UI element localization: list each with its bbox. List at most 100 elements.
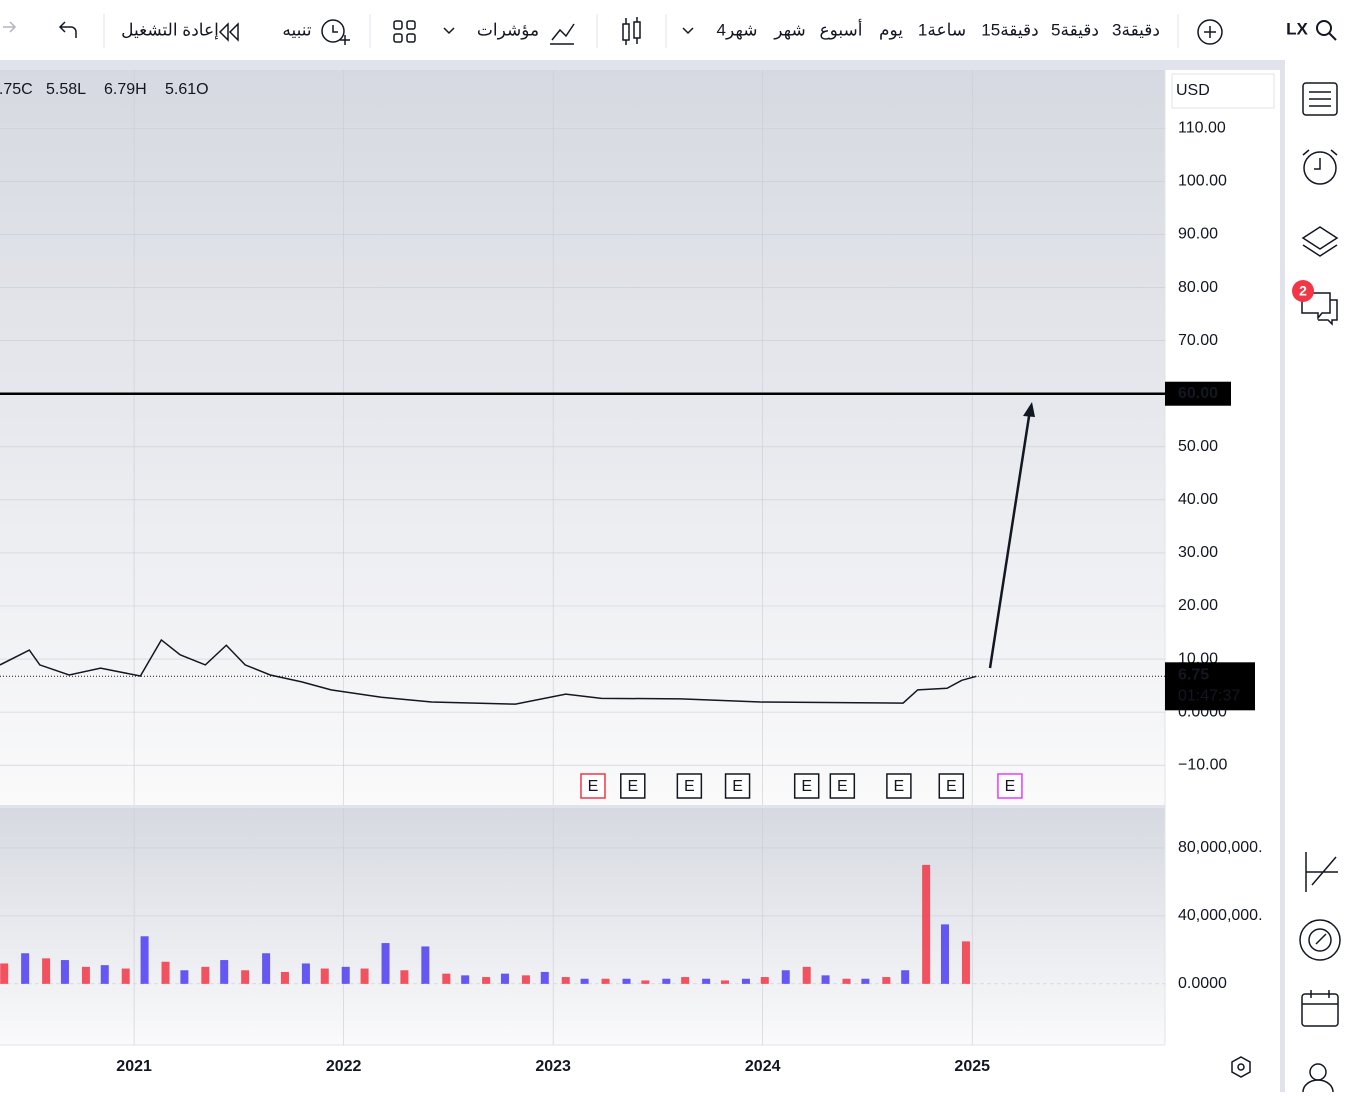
timeframe[interactable]: 4شهر [717, 20, 758, 40]
needle [1315, 933, 1327, 945]
volume-bar [961, 941, 970, 984]
last-price-bg [1165, 662, 1255, 711]
volume-bar [400, 970, 409, 984]
calendar-lines [1302, 990, 1338, 1005]
earnings-marker[interactable] [724, 773, 751, 799]
timeframe[interactable]: 5دقيقة [1051, 20, 1099, 39]
people-icon[interactable] [1309, 1063, 1327, 1081]
clock-hands [1302, 149, 1338, 170]
earnings-marker[interactable] [829, 773, 856, 799]
volume-bar [320, 968, 329, 984]
volume-bar [360, 968, 369, 984]
y-tick-label: 110.00 [1178, 120, 1226, 137]
indicators-icon[interactable] [550, 23, 575, 45]
volume-bar [421, 946, 430, 984]
symbol[interactable]: LX [1286, 19, 1308, 38]
volume-bar [681, 977, 690, 984]
volume-bar [161, 961, 170, 984]
settings-icon[interactable] [1231, 1056, 1251, 1078]
volume-pane [0, 808, 1165, 1045]
watchlist-icon[interactable] [1302, 82, 1338, 116]
earnings-marker[interactable] [938, 773, 965, 799]
volume-bar [622, 978, 631, 984]
indicators[interactable]: مؤشرات [477, 20, 539, 40]
timeframe[interactable]: 1ساعة [918, 20, 966, 39]
volume-bar [140, 936, 149, 984]
target-icon[interactable] [1299, 919, 1341, 961]
toolbar [0, 0, 1353, 60]
last-price: 6.75 [1178, 667, 1209, 684]
volume-bar [922, 864, 931, 984]
volume-bar [461, 975, 470, 984]
volume-bar [262, 953, 271, 984]
dropdown[interactable] [682, 27, 694, 35]
y-tick-label: −10.00 [1178, 756, 1227, 773]
arrow [988, 409, 1032, 669]
earnings-marker[interactable] [886, 773, 912, 799]
badge-count: 2 [1299, 283, 1307, 299]
x-tick-label: 2021 [116, 1058, 152, 1075]
x-tick-label: 2022 [326, 1058, 362, 1075]
earnings-label: E [837, 778, 848, 795]
currency-box[interactable] [1171, 73, 1275, 109]
y-tick-label: 0.0000 [1178, 975, 1227, 992]
timeframe[interactable]: يوم [879, 20, 903, 40]
volume-bar [861, 978, 870, 984]
y-tick-label: 90.00 [1178, 226, 1218, 243]
calendar-icon[interactable] [1301, 993, 1339, 1027]
ohlc-value: 5.58L [46, 81, 86, 98]
badge [1292, 280, 1314, 302]
volume-bar [220, 960, 229, 984]
earnings-label: E [732, 778, 743, 795]
y-tick-label: 80.00 [1178, 279, 1218, 296]
y-tick-label: 50.00 [1178, 438, 1218, 455]
chart-type-icon[interactable] [622, 17, 641, 45]
timeframe[interactable]: 3دقيقة [1112, 20, 1160, 39]
replay[interactable]: إعادة التشغيل [121, 20, 219, 39]
drawing-icon[interactable] [1305, 852, 1338, 892]
timeframe[interactable]: شهر [773, 20, 805, 40]
volume-bar [0, 963, 9, 984]
alert[interactable]: تنبيه [282, 20, 312, 39]
y-tick-label: 80,000,000. [1178, 839, 1263, 856]
alert-icon[interactable] [321, 19, 350, 45]
alerts-icon[interactable] [1303, 151, 1337, 185]
earnings-label: E [946, 778, 957, 795]
earnings-marker[interactable] [676, 773, 703, 799]
volume-bar [42, 958, 51, 984]
volume-bar [741, 978, 750, 984]
volume-bar [882, 977, 891, 984]
timeframe[interactable]: أسبوع [819, 18, 862, 40]
y-tick-label: 20.00 [1178, 597, 1218, 614]
volume-bar [81, 966, 90, 984]
x-tick-label: 2024 [745, 1058, 781, 1075]
volume-bar [301, 963, 310, 984]
earnings-marker[interactable] [793, 773, 820, 799]
earnings-marker[interactable] [580, 773, 606, 799]
volume-bar [940, 924, 949, 984]
timeframe[interactable]: 15دقيقة [981, 20, 1038, 39]
volume-bar [21, 953, 30, 984]
earnings-label: E [684, 778, 695, 795]
earnings-label: E [588, 778, 599, 795]
ohlc-value: 6.75C [0, 81, 33, 98]
earnings-label: E [1005, 778, 1016, 795]
countdown: 01:47:37 [1178, 688, 1240, 705]
compare-button[interactable] [1197, 19, 1223, 45]
earnings-marker[interactable] [997, 773, 1023, 799]
volume-bar [482, 977, 491, 984]
earnings-marker[interactable] [620, 773, 646, 799]
layers-icon[interactable] [1301, 226, 1339, 257]
undo[interactable] [58, 21, 77, 38]
price-line [0, 638, 977, 705]
price-axis [1165, 70, 1280, 1092]
dropdown[interactable] [443, 27, 455, 35]
separator [0, 60, 1285, 70]
chat-icon[interactable] [1301, 292, 1338, 326]
templates-icon[interactable] [393, 20, 416, 43]
replay-icon[interactable] [218, 22, 239, 42]
volume-bar [720, 980, 729, 984]
search-icon[interactable] [1316, 20, 1337, 41]
redo[interactable] [3, 21, 17, 33]
